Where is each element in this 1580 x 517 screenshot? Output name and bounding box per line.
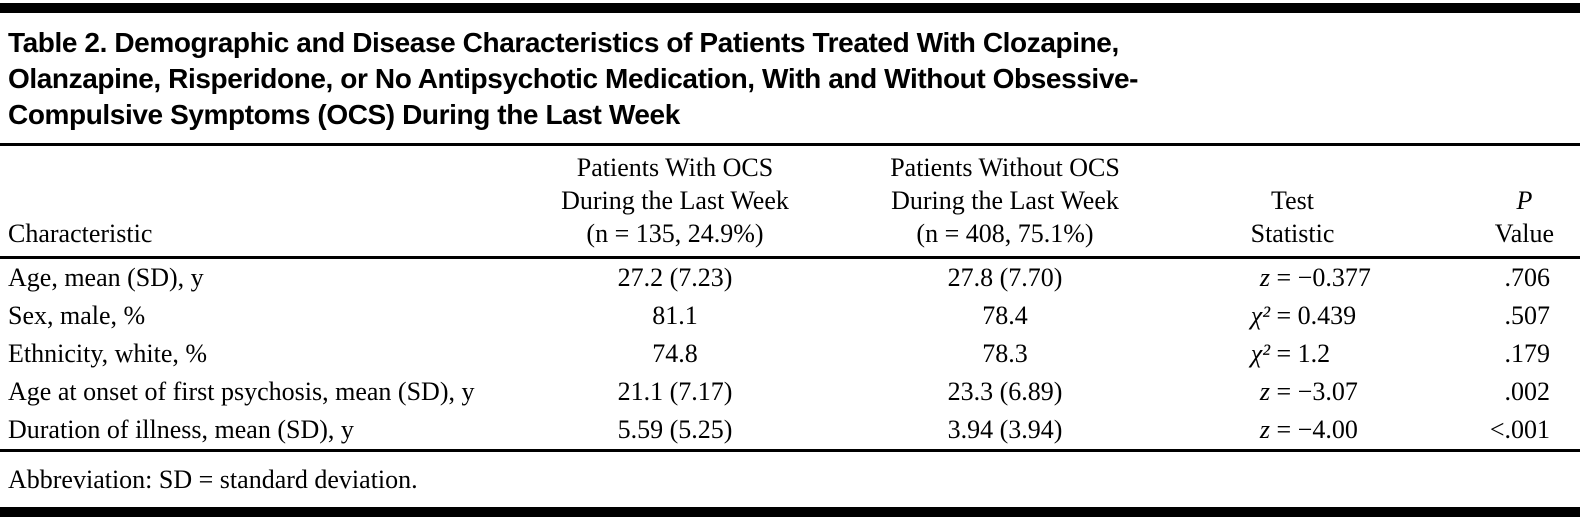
- top-border-bar: [0, 3, 1580, 13]
- header-characteristic: Characteristic: [0, 146, 510, 259]
- table-title-line: Olanzapine, Risperidone, or No Antipsych…: [8, 63, 1139, 94]
- cell-test-statistic: χ² = 1.2: [1170, 335, 1415, 373]
- header-with-ocs-line: Patients With OCS: [576, 153, 774, 182]
- cell-with-ocs: 81.1: [652, 301, 698, 330]
- cell-characteristic: Sex, male, %: [8, 301, 146, 330]
- header-with-ocs-line: During the Last Week: [561, 186, 789, 215]
- table-title: Table 2. Demographic and Disease Charact…: [0, 13, 1580, 143]
- cell-characteristic: Ethnicity, white, %: [8, 339, 208, 368]
- test-statistic-symbol: z: [1259, 377, 1270, 406]
- cell-with-ocs: 21.1 (7.17): [617, 377, 733, 406]
- header-test-statistic-line: Test: [1271, 186, 1314, 215]
- header-p-value-line: P: [1516, 186, 1533, 215]
- header-without-ocs-line: Patients Without OCS: [890, 153, 1120, 182]
- cell-test-statistic: z = −3.07: [1170, 373, 1415, 411]
- cell-with-ocs: 74.8: [652, 339, 698, 368]
- test-statistic-value: = −3.07: [1270, 377, 1358, 406]
- title-divider-rule: [0, 143, 1580, 146]
- header-p-value-line: Value: [1494, 219, 1554, 248]
- test-statistic-symbol: χ²: [1250, 301, 1270, 330]
- table-row: Ethnicity, white, % 74.8 78.3 χ² = 1.2 .…: [0, 335, 1580, 373]
- cell-p-value: <.001: [1415, 411, 1580, 452]
- cell-without-ocs: 3.94 (3.94): [840, 411, 1170, 452]
- test-statistic-symbol: χ²: [1250, 339, 1270, 368]
- test-statistic-value: = 1.2: [1270, 339, 1331, 368]
- header-without-ocs-line: During the Last Week: [891, 186, 1119, 215]
- header-with-ocs-line: (n = 135, 24.9%): [586, 219, 764, 248]
- header-without-ocs: Patients Without OCS During the Last Wee…: [840, 146, 1170, 259]
- cell-test-statistic: χ² = 0.439: [1170, 297, 1415, 335]
- cell-test-statistic: z = −0.377: [1170, 258, 1415, 298]
- table-row: Sex, male, % 81.1 78.4 χ² = 0.439 .507: [0, 297, 1580, 335]
- test-statistic-symbol: z: [1259, 415, 1270, 444]
- cell-without-ocs: 23.3 (6.89): [947, 377, 1063, 406]
- cell-with-ocs: 27.2 (7.23): [617, 263, 733, 292]
- header-test-statistic: Test Statistic: [1170, 146, 1415, 259]
- table-row: Age at onset of first psychosis, mean (S…: [0, 373, 1580, 411]
- table-row: Duration of illness, mean (SD), y 5.59 (…: [0, 411, 1580, 452]
- cell-p-value: .507: [1504, 301, 1551, 330]
- header-with-ocs: Patients With OCS During the Last Week (…: [510, 146, 840, 259]
- cell-without-ocs: 27.8 (7.70): [947, 263, 1063, 292]
- cell-with-ocs: 5.59 (5.25): [510, 411, 840, 452]
- bottom-border-bar: [0, 507, 1580, 517]
- header-row: Characteristic Patients With OCS During …: [0, 146, 1580, 259]
- table-footnote: Abbreviation: SD = standard deviation.: [8, 465, 418, 494]
- test-statistic-value: = 0.439: [1270, 301, 1357, 330]
- cell-p-value: .706: [1504, 263, 1551, 292]
- cell-p-value: .002: [1504, 377, 1551, 406]
- cell-p-value: .179: [1504, 339, 1551, 368]
- cell-without-ocs: 78.4: [982, 301, 1028, 330]
- header-p-value: P Value: [1415, 146, 1580, 259]
- table-title-line: Table 2. Demographic and Disease Charact…: [8, 27, 1119, 58]
- table-title-line: Compulsive Symptoms (OCS) During the Las…: [8, 99, 680, 130]
- header-without-ocs-line: (n = 408, 75.1%): [916, 219, 1094, 248]
- cell-test-statistic: z = −4.00: [1170, 411, 1415, 452]
- test-statistic-value: = −0.377: [1270, 263, 1371, 292]
- cell-characteristic: Age at onset of first psychosis, mean (S…: [8, 377, 475, 406]
- table-row: Age, mean (SD), y 27.2 (7.23) 27.8 (7.70…: [0, 258, 1580, 298]
- test-statistic-symbol: z: [1259, 263, 1270, 292]
- cell-characteristic: Duration of illness, mean (SD), y: [0, 411, 510, 452]
- header-test-statistic-line: Statistic: [1250, 219, 1335, 248]
- cell-without-ocs: 78.3: [982, 339, 1028, 368]
- test-statistic-value: = −4.00: [1270, 415, 1358, 444]
- cell-characteristic: Age, mean (SD), y: [8, 263, 204, 292]
- data-table: Characteristic Patients With OCS During …: [0, 146, 1580, 452]
